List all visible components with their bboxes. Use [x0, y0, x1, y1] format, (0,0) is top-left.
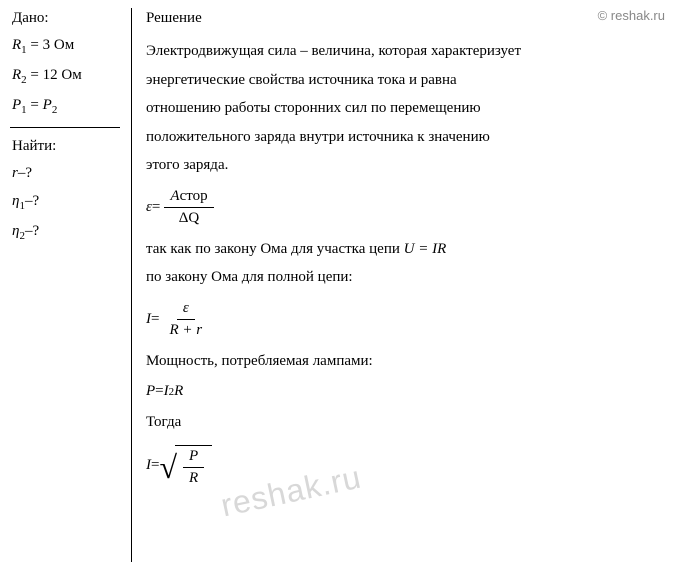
solution-text-1: Электродвижущая сила – величина, которая… — [146, 37, 667, 66]
sqrt-sign-icon: √ — [159, 451, 177, 493]
sqrt-wrap: √ P R — [159, 445, 212, 487]
watermark-corner: © reshak.ru — [598, 8, 665, 23]
emf-fraction: Aстор ΔQ — [164, 188, 213, 227]
power-eq: = — [155, 383, 163, 400]
line6b: U = IR — [404, 241, 447, 257]
r1-eq: = 3 — [27, 37, 54, 53]
p2-symbol: P — [43, 97, 52, 113]
p-eq-mid: = — [27, 97, 43, 113]
emf-den: ΔQ — [173, 208, 205, 227]
given-label: Дано: — [12, 10, 121, 27]
f1-suffix: –? — [18, 165, 32, 181]
emf-num-sym: A — [170, 188, 179, 204]
p1-symbol: P — [12, 97, 21, 113]
r1-symbol: R — [12, 37, 21, 53]
i-eq: = — [151, 457, 159, 474]
solution-text-5: этого заряда. — [146, 151, 667, 180]
power-formula: P = I2R — [146, 383, 667, 400]
r2-eq: = 12 — [27, 67, 62, 83]
current-num: ε — [177, 300, 195, 320]
solution-text-8: Мощность, потребляемая лампами: — [146, 347, 667, 376]
solution-column: Решение Электродвижущая сила – величина,… — [132, 8, 667, 562]
solution-text-4: положительного заряда внутри источника к… — [146, 123, 667, 152]
r2-symbol: R — [12, 67, 21, 83]
page-container: Дано: R1 = 3 Ом R2 = 12 Ом P1 = P2 Найти… — [12, 8, 667, 562]
solution-text-9: Тогда — [146, 408, 667, 437]
solution-text-3: отношению работы сторонних сил по переме… — [146, 94, 667, 123]
current-formula: I = ε R + r — [146, 300, 667, 339]
p2-sub: 2 — [52, 104, 58, 116]
i-fraction: P R — [183, 448, 204, 487]
current-den: R + r — [163, 320, 208, 339]
given-p-eq: P1 = P2 — [12, 97, 121, 116]
power-r: R — [174, 383, 183, 400]
find-r: r–? — [12, 165, 121, 182]
divider — [10, 127, 120, 128]
i-num: P — [183, 448, 204, 468]
power-lhs: P — [146, 383, 155, 400]
sqrt-content: P R — [175, 445, 212, 487]
solution-label: Решение — [146, 10, 667, 27]
solution-text-6: так как по закону Ома для участка цепи U… — [146, 235, 667, 264]
solution-text-7: по закону Ома для полной цепи: — [146, 263, 667, 292]
current-eq: = — [151, 311, 159, 328]
given-column: Дано: R1 = 3 Ом R2 = 12 Ом P1 = P2 Найти… — [12, 8, 132, 562]
solution-text-2: энергетические свойства источника тока и… — [146, 66, 667, 95]
find-eta2: η2–? — [12, 223, 121, 242]
emf-eq: = — [152, 199, 160, 216]
emf-num-sub: стор — [180, 188, 208, 204]
emf-num: Aстор — [164, 188, 213, 208]
current-fraction: ε R + r — [163, 300, 208, 339]
given-r2: R2 = 12 Ом — [12, 67, 121, 86]
i-formula: I = √ P R — [146, 445, 667, 487]
f2-suffix: –? — [25, 193, 39, 209]
r1-unit: Ом — [54, 37, 74, 53]
line6a: так как по закону Ома для участка цепи — [146, 241, 404, 257]
given-r1: R1 = 3 Ом — [12, 37, 121, 56]
emf-formula: ε = Aстор ΔQ — [146, 188, 667, 227]
r2-unit: Ом — [61, 67, 81, 83]
i-den: R — [183, 468, 204, 487]
find-eta1: η1–? — [12, 193, 121, 212]
find-label: Найти: — [12, 138, 121, 155]
f3-suffix: –? — [25, 223, 39, 239]
